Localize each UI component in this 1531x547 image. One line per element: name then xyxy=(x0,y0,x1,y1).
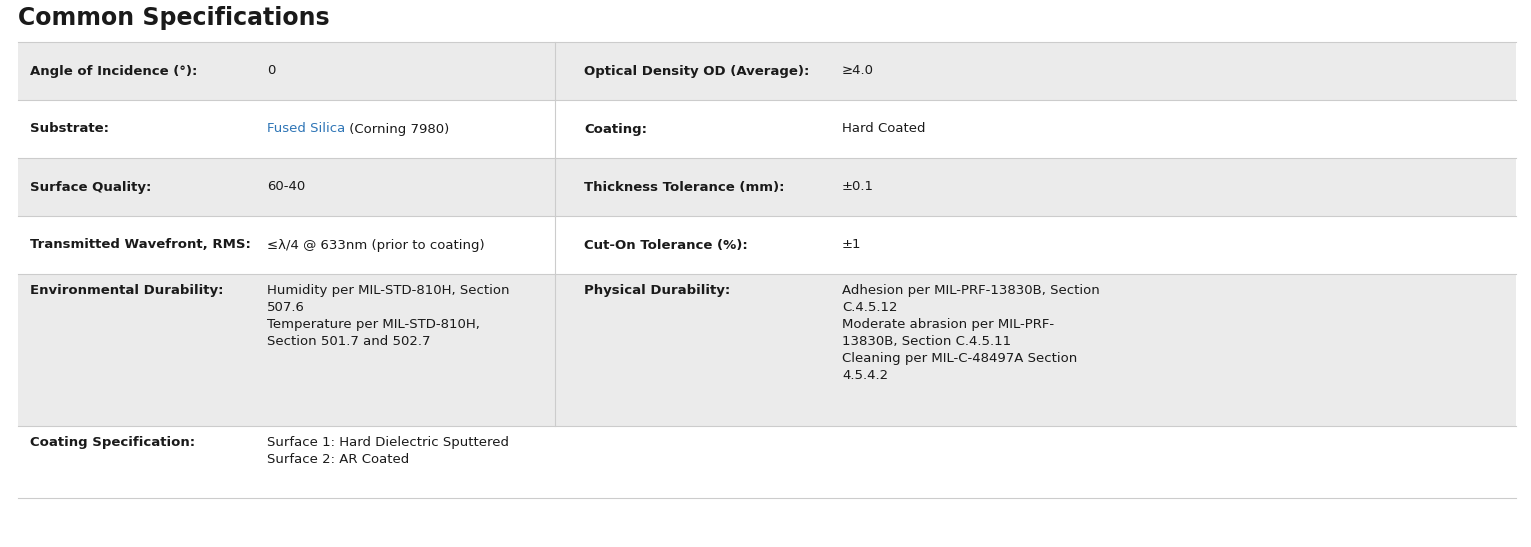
Bar xyxy=(18,158,1516,216)
Text: 0: 0 xyxy=(266,65,276,78)
Text: Thickness Tolerance (mm):: Thickness Tolerance (mm): xyxy=(583,181,784,194)
Bar xyxy=(18,426,1516,498)
Text: Hard Coated: Hard Coated xyxy=(842,123,926,136)
Text: ±0.1: ±0.1 xyxy=(842,181,874,194)
Text: Surface Quality:: Surface Quality: xyxy=(31,181,152,194)
Text: ≥4.0: ≥4.0 xyxy=(842,65,874,78)
Text: Coating Specification:: Coating Specification: xyxy=(31,436,194,449)
Text: Surface 1: Hard Dielectric Sputtered
Surface 2: AR Coated: Surface 1: Hard Dielectric Sputtered Sur… xyxy=(266,436,508,466)
Text: Physical Durability:: Physical Durability: xyxy=(583,284,730,297)
Text: Environmental Durability:: Environmental Durability: xyxy=(31,284,224,297)
Bar xyxy=(18,216,1516,274)
Text: Fused Silica: Fused Silica xyxy=(266,123,346,136)
Text: ±1: ±1 xyxy=(842,238,862,252)
Text: Coating:: Coating: xyxy=(583,123,648,136)
Bar xyxy=(18,42,1516,100)
Text: Transmitted Wavefront, RMS:: Transmitted Wavefront, RMS: xyxy=(31,238,251,252)
Text: 60-40: 60-40 xyxy=(266,181,305,194)
Text: Humidity per MIL-STD-810H, Section
507.6
Temperature per MIL-STD-810H,
Section 5: Humidity per MIL-STD-810H, Section 507.6… xyxy=(266,284,510,348)
Bar xyxy=(18,274,1516,426)
Text: Adhesion per MIL-PRF-13830B, Section
C.4.5.12
Moderate abrasion per MIL-PRF-
138: Adhesion per MIL-PRF-13830B, Section C.4… xyxy=(842,284,1099,382)
Text: (Corning 7980): (Corning 7980) xyxy=(346,123,450,136)
Text: Cut-On Tolerance (%):: Cut-On Tolerance (%): xyxy=(583,238,747,252)
Text: Angle of Incidence (°):: Angle of Incidence (°): xyxy=(31,65,197,78)
Text: ≤λ/4 @ 633nm (prior to coating): ≤λ/4 @ 633nm (prior to coating) xyxy=(266,238,485,252)
Bar xyxy=(18,100,1516,158)
Text: Common Specifications: Common Specifications xyxy=(18,6,329,30)
Text: Substrate:: Substrate: xyxy=(31,123,109,136)
Text: Optical Density OD (Average):: Optical Density OD (Average): xyxy=(583,65,810,78)
